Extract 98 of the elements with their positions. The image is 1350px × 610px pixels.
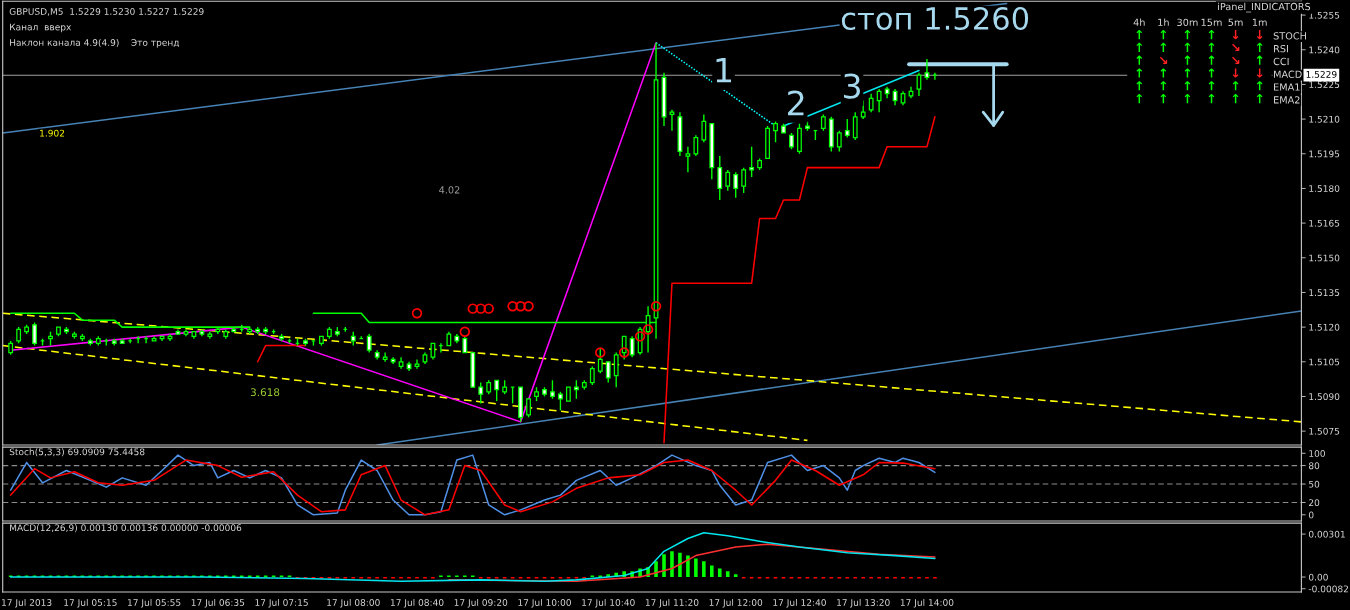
text: ↑ [1184, 68, 1191, 78]
x-tick-label: 17 Jul 2013 [2, 598, 52, 608]
x-tick-label: 17 Jul 14:00 [900, 598, 954, 608]
annotation: 3.618 [250, 388, 280, 397]
text: ↑ [1136, 68, 1143, 78]
text: ↑ [1208, 42, 1215, 52]
y-tick-label: 1.5075 [1309, 427, 1340, 435]
category-label: 30m [1177, 18, 1198, 27]
text: ↑ [1208, 29, 1215, 40]
annotation: Канал вверх [10, 23, 72, 33]
text: ↑ [1136, 29, 1143, 40]
category-label: CCI [1273, 57, 1289, 66]
y-tick-label: 1.5120 [1309, 323, 1340, 331]
y-tick-label: 0.00 [1308, 573, 1328, 581]
text: ↓ [1232, 68, 1239, 78]
x-tick-label: 17 Jul 13:20 [837, 598, 890, 608]
category-label: EMA1 [1274, 83, 1300, 91]
annotation: 4.02 [439, 186, 460, 194]
y-tick-label: 1.5255 [1309, 11, 1340, 19]
y-tick-label: 1.5150 [1309, 254, 1340, 262]
text: ↑ [1160, 42, 1167, 52]
y-tick-label: 80 [1308, 462, 1320, 470]
text: ↑ [1184, 94, 1191, 104]
text: ↑ [1136, 94, 1143, 104]
x-tick-label: 17 Jul 09:20 [454, 598, 508, 608]
category-label: 1m [1252, 18, 1267, 26]
annotation: 2 [788, 90, 804, 116]
y-tick-label: 1.5135 [1309, 289, 1340, 297]
text: ↓ [1232, 30, 1239, 40]
text: ↑ [1184, 29, 1191, 40]
x-tick-label: 17 Jul 05:15 [64, 598, 117, 608]
text: ↓ [1256, 30, 1263, 40]
text: ↑ [1208, 94, 1215, 104]
x-tick-label: 17 Jul 10:00 [518, 598, 571, 608]
x-tick-label: 17 Jul 08:40 [390, 598, 444, 608]
y-tick-label: 1.5210 [1309, 115, 1340, 123]
y-tick-label: 0.00301 [1308, 530, 1345, 538]
text: ↑ [1256, 55, 1263, 65]
text: ↑ [1160, 94, 1167, 104]
text: ↑ [1136, 42, 1143, 52]
annotation: стоп 1.5260 [841, 6, 1029, 31]
category-label: 1h [1158, 18, 1169, 26]
category-label: MACD [1274, 70, 1302, 78]
text: ↑ [1232, 94, 1239, 104]
text: ↑ [1256, 42, 1263, 52]
y-tick-label: 1.5225 [1309, 81, 1340, 88]
text: ↑ [1208, 68, 1215, 78]
text: ↑ [1232, 81, 1239, 91]
category-label: 4h [1133, 18, 1145, 26]
text: ↑ [1184, 55, 1191, 65]
text: ↑ [1136, 81, 1143, 91]
category-label: 5m [1228, 18, 1243, 27]
x-tick-label: 17 Jul 12:00 [709, 598, 763, 608]
text: iPanel_INDICATORS [1218, 2, 1311, 13]
category-label: RSI [1274, 44, 1288, 53]
x-tick-label: 17 Jul 05:55 [128, 598, 181, 608]
annotation: Наклон канала 4.9(4.9) Это тренд [10, 38, 180, 48]
text: ↓ [1256, 68, 1263, 78]
text: ↑ [1160, 81, 1167, 91]
y-tick-label: -0.00082 [1308, 585, 1349, 593]
text: ↑ [1208, 55, 1215, 65]
x-tick-label: 17 Jul 08:00 [327, 598, 380, 608]
x-tick-label: 17 Jul 11:20 [645, 598, 699, 608]
text: ↑ [1184, 42, 1191, 52]
chart-title: Stoch(5,3,3) 69.0909 75.4458 [9, 448, 145, 457]
x-tick-label: 17 Jul 12:40 [773, 598, 826, 608]
text: ↑ [1208, 81, 1215, 91]
text: ↑ [1184, 81, 1191, 91]
ref-line-label: 1.5229 [1306, 70, 1337, 78]
annotation: 3 [843, 73, 860, 99]
y-tick-label: 1.5180 [1309, 185, 1340, 192]
category-label: EMA2 [1274, 96, 1300, 104]
text: ↘ [1232, 56, 1240, 64]
text: ↘ [1159, 56, 1168, 64]
text: ↑ [1256, 94, 1263, 104]
text: ↑ [1256, 81, 1263, 91]
y-tick-label: 50 [1309, 480, 1320, 488]
y-tick-label: 0 [1308, 511, 1314, 519]
text: ↑ [1136, 55, 1143, 65]
text: GBPUSD,M5 1.5229 1.5230 1.5227 1.5229 [9, 8, 204, 16]
y-tick-label: 1.5090 [1309, 393, 1340, 401]
y-tick-label: 100 [1309, 450, 1325, 457]
y-tick-label: 1.5165 [1309, 219, 1340, 227]
annotation: 1 [716, 58, 731, 83]
category-label: 15m [1201, 18, 1222, 27]
y-tick-label: 1.5240 [1309, 46, 1340, 54]
x-tick-label: 17 Jul 10:40 [582, 598, 635, 608]
y-tick-label: 20 [1309, 499, 1320, 507]
y-tick-label: 1.5195 [1309, 150, 1340, 158]
category-label: STOCH [1273, 32, 1306, 40]
x-tick-label: 17 Jul 06:35 [191, 598, 245, 608]
x-tick-label: 17 Jul 07:15 [255, 598, 308, 608]
text: ↘ [1232, 43, 1240, 52]
y-tick-label: 1.5105 [1309, 358, 1340, 366]
text: ↑ [1160, 29, 1167, 40]
chart-title: MACD(12,26,9) 0.00130 0.00136 0.00000 -0.00006 [10, 524, 242, 533]
annotation: 1.902 [40, 129, 65, 137]
text: ↑ [1160, 68, 1167, 78]
